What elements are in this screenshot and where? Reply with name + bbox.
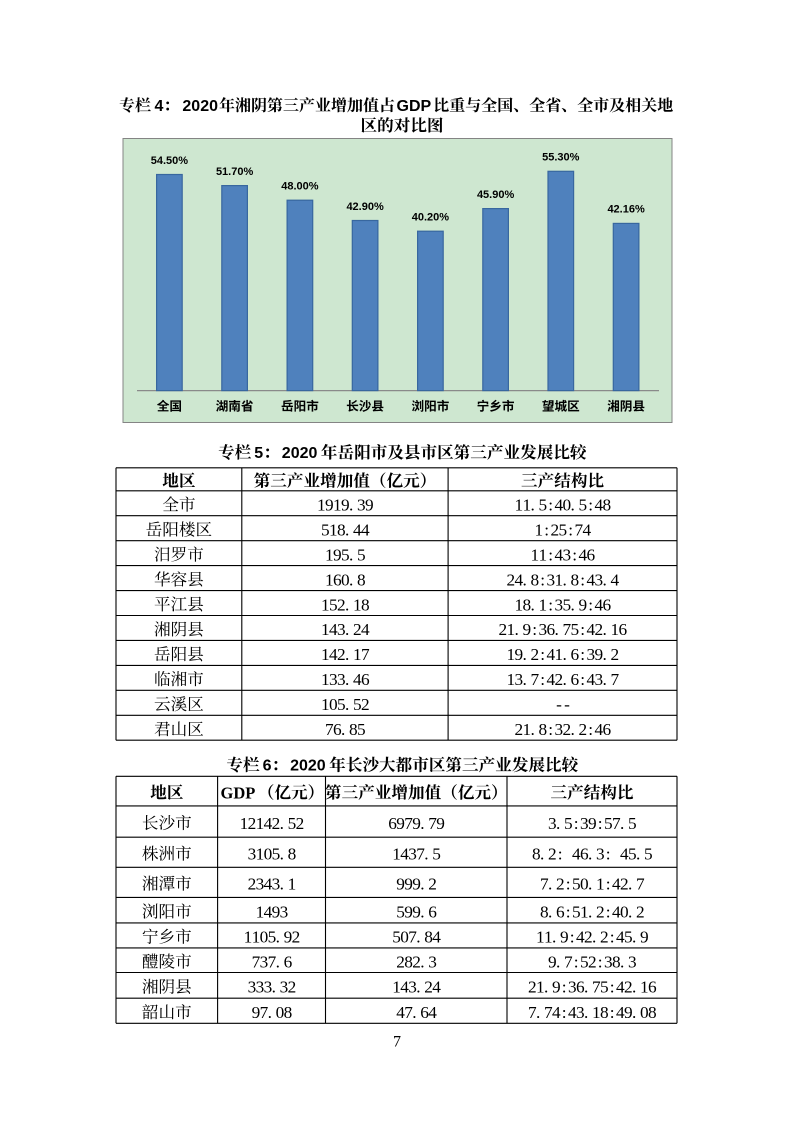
svg-text:48.00%: 48.00%: [281, 181, 319, 193]
svg-text:11.5:40.5:48: 11.5:40.5:48: [515, 496, 612, 515]
svg-text:21.8:32.2:46: 21.8:32.2:46: [515, 720, 612, 739]
svg-text:1437.5: 1437.5: [392, 845, 441, 864]
svg-text:152.18: 152.18: [321, 595, 370, 614]
svg-text:2343.1: 2343.1: [248, 875, 297, 894]
svg-text:18.1:35.9:46: 18.1:35.9:46: [515, 595, 612, 614]
svg-text:11:43:46: 11:43:46: [531, 546, 596, 565]
svg-text:143.24: 143.24: [392, 978, 441, 997]
svg-text:9.7:52:38.3: 9.7:52:38.3: [548, 953, 637, 972]
svg-text:42.16%: 42.16%: [607, 204, 645, 216]
svg-text:6979.79: 6979.79: [388, 814, 445, 833]
svg-text:1919.39: 1919.39: [317, 496, 374, 515]
svg-text:42.90%: 42.90%: [346, 201, 384, 213]
svg-text:1:25:74: 1:25:74: [535, 521, 592, 540]
svg-text:40.20%: 40.20%: [412, 212, 450, 224]
svg-text:21.9:36.75:42.16: 21.9:36.75:42.16: [499, 620, 628, 639]
svg-text:3105.8: 3105.8: [248, 845, 297, 864]
svg-text:12142.52: 12142.52: [240, 814, 305, 833]
svg-text:51.70%: 51.70%: [216, 166, 254, 178]
svg-text:2020: 2020: [282, 445, 318, 462]
svg-text:54.50%: 54.50%: [151, 155, 189, 167]
svg-text:19.2:41.6:39.2: 19.2:41.6:39.2: [507, 645, 620, 664]
svg-text:11.9:42.2:45.9: 11.9:42.2:45.9: [536, 928, 649, 947]
svg-text:8.2:46.3:45.5: 8.2:46.3:45.5: [532, 845, 653, 864]
svg-text:282.3: 282.3: [396, 953, 437, 972]
svg-text:GDP: GDP: [397, 98, 432, 115]
svg-text:105.52: 105.52: [321, 695, 370, 714]
svg-text:599.6: 599.6: [396, 902, 437, 921]
svg-text:76.85: 76.85: [325, 720, 366, 739]
svg-text:21.9:36.75:42.16: 21.9:36.75:42.16: [528, 978, 657, 997]
svg-text:8.6:51.2:40.2: 8.6:51.2:40.2: [540, 902, 645, 921]
svg-text:3.5:39:57.5: 3.5:39:57.5: [548, 814, 637, 833]
svg-text:195.5: 195.5: [325, 546, 366, 565]
svg-text:5: 5: [254, 445, 263, 462]
svg-text:45.90%: 45.90%: [477, 189, 515, 201]
svg-text:7: 7: [393, 1033, 401, 1050]
svg-text:4: 4: [155, 98, 164, 115]
svg-text:7.74:43.18:49.08: 7.74:43.18:49.08: [528, 1003, 657, 1022]
svg-text:6: 6: [263, 758, 272, 775]
svg-text:97.08: 97.08: [252, 1003, 293, 1022]
svg-text:GDP: GDP: [221, 783, 256, 802]
svg-text:333.32: 333.32: [248, 978, 297, 997]
svg-text:1493: 1493: [256, 902, 289, 921]
svg-text:160.8: 160.8: [325, 570, 366, 589]
svg-text:142.17: 142.17: [321, 645, 370, 664]
svg-text:133.46: 133.46: [321, 670, 370, 689]
svg-text:507.84: 507.84: [392, 928, 441, 947]
svg-text:2020: 2020: [290, 758, 326, 775]
svg-text:13.7:42.6:43.7: 13.7:42.6:43.7: [507, 670, 620, 689]
svg-text:1105.92: 1105.92: [244, 928, 301, 947]
svg-text:999.2: 999.2: [396, 875, 437, 894]
svg-text:518.44: 518.44: [321, 521, 370, 540]
svg-text:2020: 2020: [182, 98, 218, 115]
svg-text:24.8:31.8:43.4: 24.8:31.8:43.4: [507, 570, 620, 589]
svg-text:55.30%: 55.30%: [542, 152, 580, 164]
svg-text:737.6: 737.6: [252, 953, 293, 972]
svg-text:143.24: 143.24: [321, 620, 370, 639]
